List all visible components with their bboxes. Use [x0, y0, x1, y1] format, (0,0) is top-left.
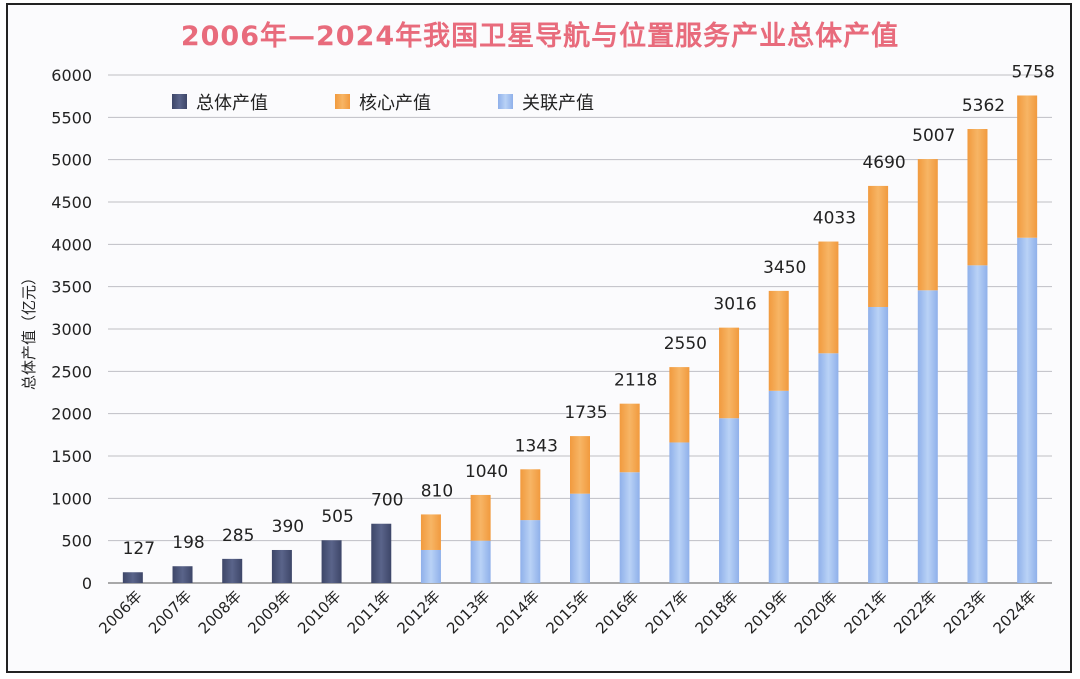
bar-related-value: [917, 290, 938, 583]
total-data-label: 1735: [564, 403, 607, 423]
y-tick-label: 4000: [51, 235, 92, 254]
bar-related-value: [669, 442, 690, 583]
x-tick-label: 2012年: [393, 587, 443, 637]
total-data-label: 2550: [664, 334, 707, 354]
bar-related-value: [570, 493, 590, 583]
bar-related-value: [719, 418, 740, 583]
y-tick-label: 5000: [51, 151, 92, 170]
x-tick-label: 2024年: [990, 587, 1040, 637]
total-data-label: 5007: [912, 126, 955, 146]
x-tick-label: 2022年: [890, 587, 940, 637]
x-tick-label: 2010年: [294, 587, 344, 637]
legend-swatch: [498, 94, 513, 109]
y-tick-label: 2000: [51, 405, 92, 424]
bar-core-value: [818, 241, 839, 354]
bar-related-value: [470, 540, 491, 583]
legend-swatch: [335, 94, 350, 109]
total-data-label: 4033: [813, 209, 856, 229]
bar-total-value: [371, 523, 392, 583]
y-tick-label: 1000: [51, 489, 92, 508]
legend-label: 总体产值: [196, 93, 268, 114]
bar-related-value: [520, 520, 541, 583]
bar-core-value: [570, 436, 590, 494]
x-tick-label: 2023年: [940, 587, 990, 637]
total-data-label: 810: [421, 481, 453, 501]
bar-core-value: [967, 129, 988, 266]
bar-core-value: [669, 367, 690, 443]
bar-related-value: [768, 390, 789, 583]
bar-related-value: [868, 306, 889, 583]
x-tick-label: 2016年: [592, 587, 642, 637]
x-tick-label: 2018年: [692, 587, 742, 637]
total-data-label: 198: [172, 533, 204, 553]
x-tick-label: 2006年: [95, 587, 145, 637]
y-axis-label: 总体产值（亿元）: [20, 270, 38, 390]
x-tick-label: 2007年: [145, 587, 195, 637]
x-tick-label: 2017年: [642, 587, 692, 637]
x-tick-label: 2013年: [443, 587, 493, 637]
bar-core-value: [470, 494, 491, 541]
bar-total-value: [122, 572, 143, 583]
bar-core-value: [917, 159, 938, 291]
bar-related-value: [420, 549, 441, 583]
total-data-label: 3016: [713, 295, 756, 315]
total-data-label: 4690: [862, 153, 905, 173]
bar-core-value: [1017, 95, 1038, 238]
y-tick-label: 5500: [51, 108, 92, 127]
x-tick-label: 2008年: [195, 587, 245, 637]
bar-related-value: [967, 265, 988, 583]
x-tick-label: 2011年: [344, 587, 394, 637]
total-data-label: 5362: [962, 96, 1005, 116]
legend-swatch: [172, 94, 187, 109]
total-data-label: 1343: [515, 436, 558, 456]
bar-core-value: [520, 469, 541, 521]
bar-core-value: [420, 514, 441, 550]
y-tick-label: 3500: [51, 278, 92, 297]
total-data-label: 2118: [614, 371, 657, 391]
total-data-label: 390: [272, 517, 304, 537]
x-tick-label: 2021年: [841, 587, 891, 637]
y-tick-label: 4500: [51, 193, 92, 212]
legend-label: 核心产值: [359, 93, 431, 114]
total-data-label: 3450: [763, 258, 806, 278]
y-tick-label: 2500: [51, 362, 92, 381]
bar-related-value: [619, 472, 640, 583]
bar-related-value: [818, 353, 839, 583]
bar-total-value: [222, 558, 243, 583]
total-data-label: 505: [321, 507, 353, 527]
total-data-label: 1040: [465, 462, 508, 482]
total-data-label: 285: [222, 526, 254, 546]
x-tick-label: 2015年: [542, 587, 592, 637]
bar-core-value: [719, 327, 740, 419]
total-data-label: 127: [123, 539, 155, 559]
chart-title: 2006年—2024年我国卫星导航与位置服务产业总体产值: [180, 21, 900, 52]
y-tick-label: 1500: [51, 447, 92, 466]
x-tick-label: 2009年: [244, 587, 294, 637]
total-data-label: 5758: [1012, 62, 1055, 82]
y-tick-label: 500: [61, 532, 92, 551]
bar-core-value: [768, 290, 789, 391]
x-tick-label: 2020年: [791, 587, 841, 637]
bar-core-value: [619, 403, 640, 473]
legend-label: 关联产值: [522, 93, 594, 114]
y-tick-label: 6000: [51, 66, 92, 85]
x-tick-label: 2014年: [493, 587, 543, 637]
bar-related-value: [1017, 237, 1038, 583]
total-data-label: 700: [371, 491, 403, 511]
bar-total-value: [321, 540, 342, 583]
bar-total-value: [271, 549, 292, 583]
y-tick-label: 0: [82, 574, 92, 593]
bar-core-value: [868, 185, 889, 307]
x-tick-label: 2019年: [741, 587, 791, 637]
y-tick-label: 3000: [51, 320, 92, 339]
bar-total-value: [172, 566, 193, 583]
